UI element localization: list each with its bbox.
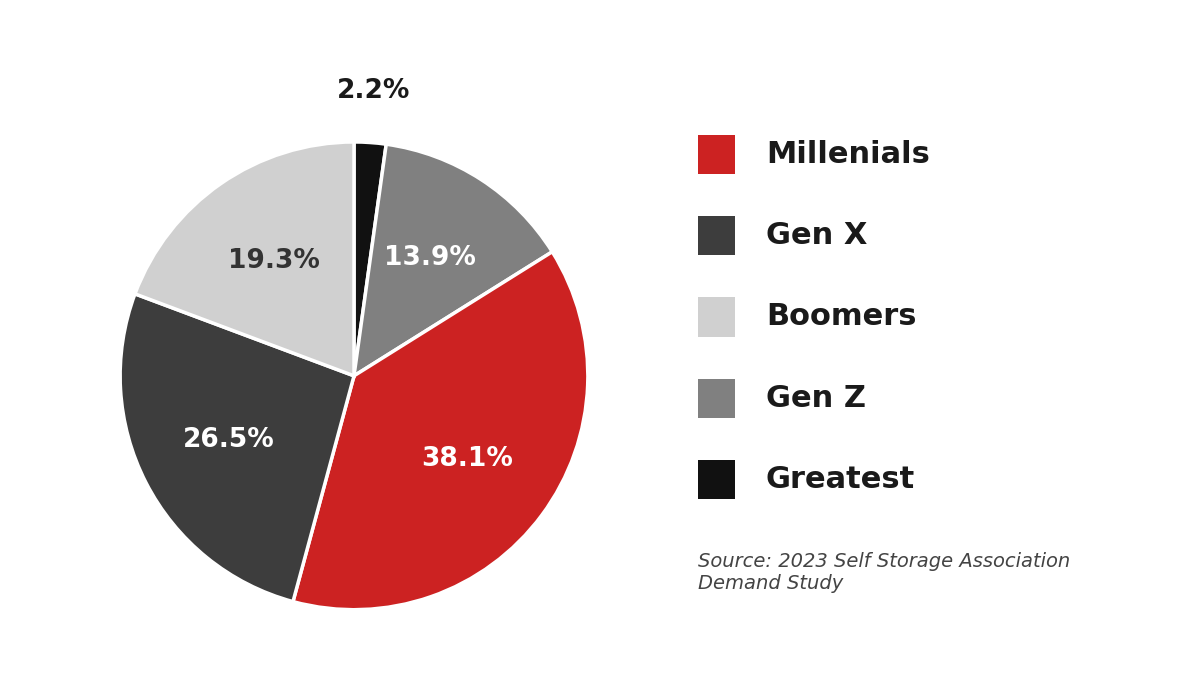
Wedge shape [354,142,386,376]
FancyBboxPatch shape [698,134,734,173]
Text: 13.9%: 13.9% [384,245,476,271]
Text: Source: 2023 Self Storage Association
Demand Study: Source: 2023 Self Storage Association De… [698,552,1070,592]
Text: 26.5%: 26.5% [184,427,275,453]
Text: Boomers: Boomers [766,303,917,331]
Wedge shape [293,252,588,610]
FancyBboxPatch shape [698,216,734,255]
FancyBboxPatch shape [698,460,734,499]
FancyBboxPatch shape [698,297,734,336]
Wedge shape [120,294,354,601]
Text: Gen Z: Gen Z [766,384,866,413]
Text: Millenials: Millenials [766,140,930,168]
Text: 2.2%: 2.2% [337,78,410,104]
Text: Greatest: Greatest [766,466,916,494]
Text: Self Storage Renters by Generation: Self Storage Renters by Generation [22,21,748,55]
Text: Gen X: Gen X [766,221,868,250]
FancyBboxPatch shape [698,379,734,418]
Text: 19.3%: 19.3% [228,248,320,274]
Text: 38.1%: 38.1% [421,446,512,473]
Wedge shape [134,142,354,376]
Wedge shape [354,144,552,376]
